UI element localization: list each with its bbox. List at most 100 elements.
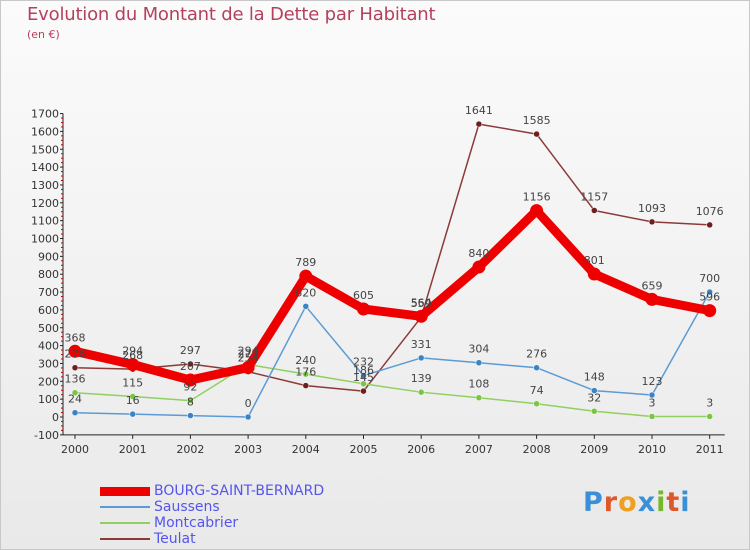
data-point — [244, 413, 252, 421]
logo-letter: P — [583, 487, 604, 518]
series-line — [70, 206, 715, 385]
data-label: 1156 — [523, 191, 551, 204]
data-point — [533, 130, 540, 138]
data-point — [648, 391, 656, 399]
data-label: 297 — [180, 344, 201, 357]
x-tick-label: 2005 — [350, 443, 378, 456]
data-point — [360, 372, 367, 379]
series-labels: 368 294 207 277 789 605 564 840 1156 801 659 596 24 1… — [65, 104, 724, 410]
logo-letter: o — [618, 487, 638, 518]
y-tick-label: 1000 — [31, 233, 59, 246]
series-line — [74, 291, 711, 418]
y-tick-label: 800 — [38, 268, 59, 281]
chart-title: Evolution du Montant de la Dette par Hab… — [27, 4, 436, 25]
chart-axes: -100 0 100 200 300 400 500 600 700 800 900 1000 1100… — [31, 108, 725, 456]
data-point — [587, 267, 601, 281]
data-point — [703, 304, 717, 318]
data-point — [414, 309, 428, 323]
data-label: 294 — [238, 345, 259, 358]
data-label: 0 — [245, 397, 252, 410]
y-tick-label: 500 — [38, 322, 59, 335]
data-label: 620 — [295, 286, 316, 299]
data-point — [648, 413, 656, 420]
x-tick-label: 2011 — [696, 443, 724, 456]
data-point — [645, 292, 659, 306]
data-label: 268 — [122, 349, 143, 362]
x-tick-label: 2004 — [292, 443, 320, 456]
y-tick-label: 1500 — [31, 143, 59, 156]
x-tick-label: 2006 — [407, 443, 435, 456]
y-tick-label: 700 — [38, 286, 59, 299]
y-tick-label: 1100 — [31, 215, 59, 228]
proxiti-logo: Proxiti — [583, 487, 691, 518]
data-point — [129, 410, 136, 418]
data-label: 3 — [649, 396, 656, 409]
data-label: 108 — [468, 378, 489, 391]
data-label: 294 — [122, 345, 143, 358]
data-point — [183, 373, 197, 387]
data-point — [360, 387, 367, 395]
data-label: 1076 — [696, 205, 724, 218]
x-tick-label: 2010 — [638, 443, 666, 456]
data-label: 186 — [353, 364, 374, 377]
y-tick-label: 0 — [52, 411, 59, 424]
logo-letter: t — [666, 487, 681, 518]
legend-item-montcabrier: Montcabrier — [100, 515, 400, 531]
data-point — [126, 358, 140, 372]
data-label: 145 — [353, 371, 374, 384]
data-label: 276 — [526, 348, 547, 361]
series-line — [74, 123, 711, 392]
data-point — [591, 387, 598, 394]
y-tick-label: 300 — [38, 357, 59, 370]
y-tick-label: 1300 — [31, 179, 59, 192]
legend-swatch — [100, 522, 150, 524]
data-label: 368 — [65, 331, 86, 344]
x-tick-label: 2000 — [61, 443, 89, 456]
data-label: 559 — [411, 297, 432, 310]
data-point — [417, 354, 425, 362]
data-label: 605 — [353, 289, 374, 302]
data-label: 74 — [530, 384, 544, 397]
chart-unit: (en €) — [27, 28, 60, 41]
data-point — [302, 370, 310, 378]
data-point — [299, 269, 313, 283]
data-point — [302, 382, 310, 389]
x-tick-label: 2003 — [234, 443, 262, 456]
data-label: 277 — [238, 348, 259, 361]
data-point — [475, 359, 483, 366]
data-label: 276 — [65, 348, 86, 361]
data-point — [591, 408, 598, 415]
y-tick-label: -100 — [34, 429, 59, 442]
logo-letter: x — [637, 487, 657, 518]
data-label: 1093 — [638, 202, 666, 215]
data-point — [591, 207, 598, 214]
data-point — [71, 364, 79, 371]
logo-letter: i — [656, 487, 667, 518]
y-tick-label: 600 — [38, 304, 59, 317]
data-label: 207 — [180, 360, 201, 373]
data-label: 659 — [642, 279, 663, 292]
data-label: 801 — [584, 254, 605, 267]
data-label: 564 — [411, 296, 432, 309]
legend-label: BOURG-SAINT-BERNARD — [154, 483, 325, 499]
data-label: 1641 — [465, 104, 493, 117]
x-tick-label: 2002 — [176, 443, 204, 456]
data-label: 8 — [187, 396, 194, 409]
data-point — [241, 361, 255, 375]
data-point — [302, 303, 310, 310]
y-tick-label: 1600 — [31, 125, 59, 138]
data-label: 232 — [353, 356, 374, 369]
data-label: 1585 — [523, 114, 551, 127]
legend-swatch — [100, 538, 150, 540]
data-point — [360, 380, 367, 388]
data-point — [187, 360, 194, 368]
data-point — [475, 394, 483, 401]
data-point — [187, 397, 194, 404]
data-point — [533, 364, 540, 371]
series-lines — [70, 123, 715, 418]
data-label: 115 — [122, 376, 143, 389]
logo-letter: i — [680, 487, 691, 518]
data-point — [417, 388, 425, 396]
y-tick-label: 900 — [38, 250, 59, 263]
y-tick-label: 1200 — [31, 197, 59, 210]
